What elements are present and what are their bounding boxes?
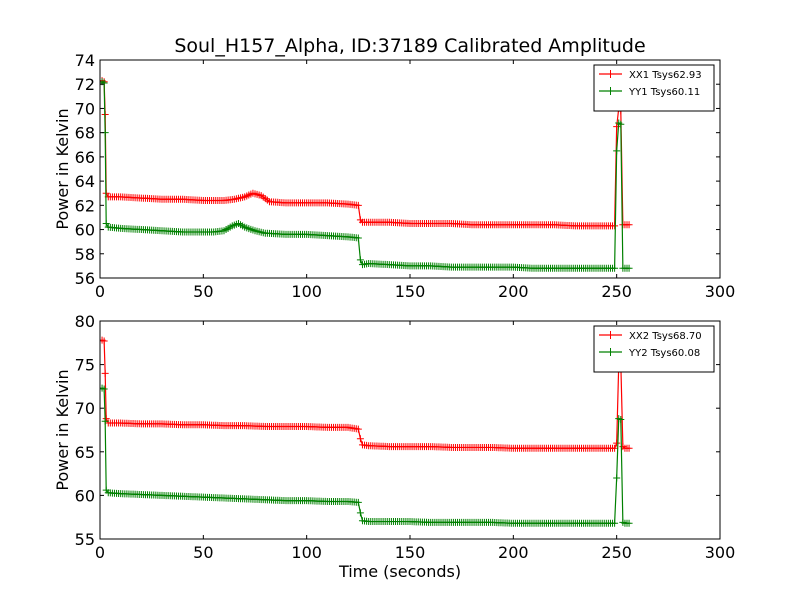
data-point-marker	[354, 234, 362, 242]
top-panel: 0 50 100 150 200 250 300 56 58 60 62 64 66 68 70 72 74 Po…	[53, 51, 735, 301]
y-tick-label: 55	[75, 530, 95, 549]
legend: XX2 Tsys68.70 YY2 Tsys60.08	[593, 325, 715, 373]
x-tick-label: 50	[193, 543, 213, 562]
y-tick-label: 64	[75, 172, 95, 191]
legend-label: XX2 Tsys68.70	[629, 331, 702, 342]
data-point-marker	[356, 435, 364, 443]
x-tick-label: 250	[601, 543, 632, 562]
data-point-marker	[354, 498, 362, 506]
x-tick-label: 200	[498, 543, 529, 562]
legend-marker	[606, 87, 615, 95]
y-tick-label: 75	[75, 356, 95, 375]
data-point-marker	[611, 519, 619, 527]
data-point-marker	[613, 439, 621, 447]
data-point-marker	[356, 256, 364, 264]
data-point-marker	[625, 519, 633, 527]
x-tick-label: 0	[95, 282, 105, 301]
y-tick-label: 60	[75, 221, 95, 240]
x-tick-label: 150	[395, 543, 426, 562]
x-tick-label: 150	[395, 282, 426, 301]
x-tick-label: 100	[291, 282, 322, 301]
x-axis-label: Time (seconds)	[338, 562, 461, 581]
data-point-marker	[101, 369, 109, 377]
y-tick-label: 70	[75, 99, 95, 118]
data-point-marker	[356, 509, 364, 517]
data-point-marker	[613, 474, 621, 482]
series-2-1	[100, 336, 633, 452]
legend-marker	[606, 70, 615, 78]
x-tick-label: 0	[95, 543, 105, 562]
data-point-marker	[611, 264, 619, 272]
data-point-marker	[102, 220, 110, 227]
data-point-marker	[354, 201, 362, 209]
y-tick-label: 72	[75, 75, 95, 94]
chart-title: Soul_H157_Alpha, ID:37189 Calibrated Amp…	[174, 35, 645, 57]
y-tick-label: 80	[75, 312, 95, 331]
y-axis-label: Power in Kelvin	[53, 108, 72, 229]
y-axis-label: Power in Kelvin	[53, 369, 72, 490]
legend-marker	[606, 348, 615, 356]
data-point-marker	[613, 147, 621, 155]
y-tick-label: 66	[75, 148, 95, 167]
data-point-marker	[625, 221, 633, 229]
y-tick-label: 60	[75, 486, 95, 505]
series-1-2	[100, 78, 633, 272]
legend-box	[593, 325, 715, 373]
y-tick-label: 58	[75, 245, 95, 264]
x-tick-label: 300	[705, 282, 736, 301]
x-tick-label: 100	[291, 543, 322, 562]
y-tick-label: 62	[75, 196, 95, 215]
bottom-panel: 0 50 100 150 200 250 300 55 60 65 70 75 80 Power in K…	[53, 312, 735, 581]
legend-box	[593, 64, 715, 112]
x-tick-label: 200	[498, 282, 529, 301]
data-point-marker	[354, 425, 362, 433]
y-tick-label: 56	[75, 269, 95, 288]
data-point-marker	[611, 444, 619, 452]
data-point-marker	[101, 417, 109, 425]
y-tick-label: 68	[75, 124, 95, 143]
data-point-marker	[617, 120, 625, 128]
x-tick-label: 300	[705, 543, 736, 562]
series-1-1	[100, 77, 633, 230]
data-point-marker	[100, 385, 108, 393]
legend: XX1 Tsys62.93 YY1 Tsys60.11	[593, 64, 715, 112]
data-point-marker	[625, 264, 633, 272]
x-tick-label: 250	[601, 282, 632, 301]
x-tick-label: 50	[193, 282, 213, 301]
y-tick-label: 74	[75, 51, 95, 70]
legend-label: YY2 Tsys60.08	[628, 348, 700, 359]
y-tick-label: 65	[75, 443, 95, 462]
data-point-marker	[100, 79, 108, 87]
data-point-marker	[625, 444, 633, 452]
series-2-2	[100, 384, 633, 527]
y-tick-label: 70	[75, 399, 95, 418]
legend-label: XX1 Tsys62.93	[629, 70, 702, 81]
data-point-marker	[611, 222, 619, 230]
legend-marker	[606, 331, 615, 339]
data-point-marker	[617, 416, 625, 424]
data-point-marker	[100, 337, 108, 345]
legend-label: YY1 Tsys60.11	[628, 87, 700, 98]
